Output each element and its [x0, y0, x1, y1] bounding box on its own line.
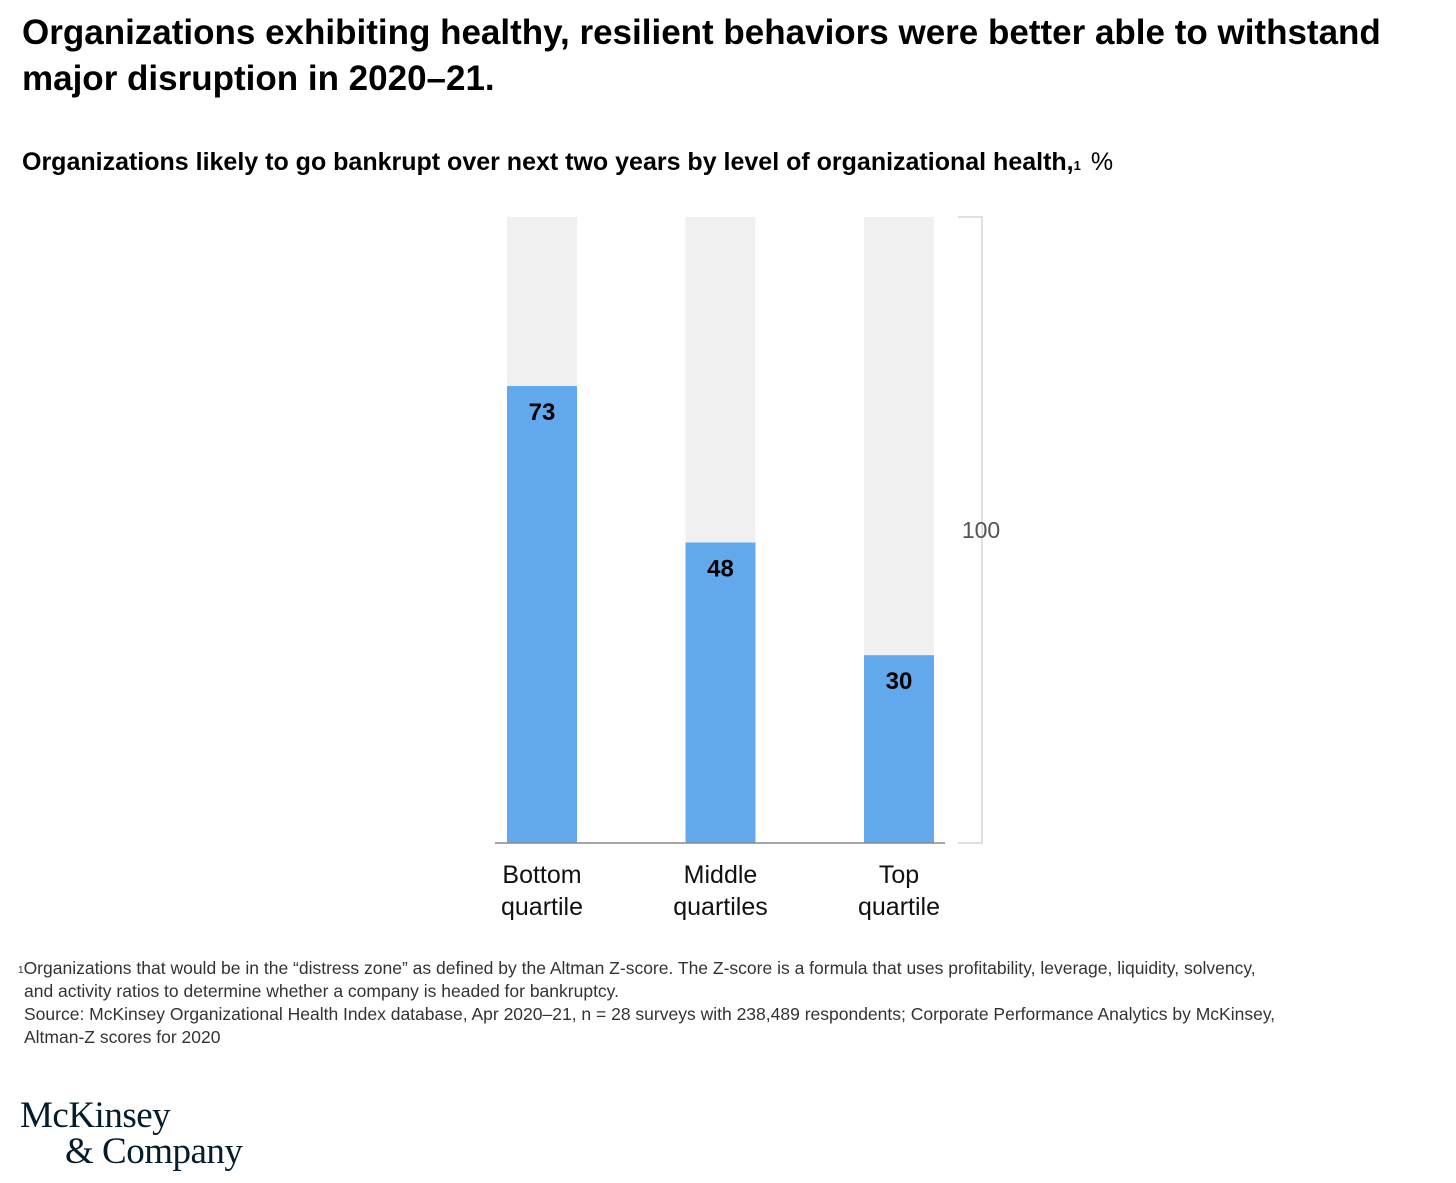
category-label-2-line-1: Middle — [684, 861, 758, 889]
category-label-1-line-2: quartile — [501, 893, 583, 921]
bar-chart: 73 Bottom quartile 48 Middle quartiles 30 Top qu… — [495, 216, 1000, 921]
category-label-3-line-2: quartile — [858, 893, 940, 921]
source-line-1: Source: McKinsey Organizational Health I… — [24, 1004, 1276, 1024]
subtitle-text: Organizations likely to go bankrupt over… — [22, 148, 1074, 176]
footnote-line-1: 1Organizations that would be in the “dis… — [18, 957, 1438, 980]
footnote-line-2: and activity ratios to determine whether… — [24, 981, 619, 1001]
category-label-2-line-2: quartiles — [673, 893, 768, 921]
chart-title: Organizations exhibiting healthy, resili… — [22, 13, 1381, 98]
footnote-text-1: Organizations that would be in the “dist… — [23, 958, 1256, 978]
data-label-1: 73 — [529, 399, 556, 426]
category-label-3-line-1: Top — [879, 861, 919, 889]
subtitle-unit: % — [1090, 148, 1114, 176]
subtitle-footnote-mark: 1 — [1073, 158, 1081, 173]
footnote: 1Organizations that would be in the “dis… — [18, 957, 1438, 1049]
chart-subtitle: Organizations likely to go bankrupt over… — [22, 140, 1442, 184]
data-label-2: 48 — [707, 556, 734, 583]
mckinsey-logo: McKinsey & Company — [20, 1095, 243, 1172]
footnote-mark: 1 — [18, 965, 24, 976]
scale-bracket — [958, 216, 983, 844]
scale-label: 100 — [962, 517, 1000, 543]
source-line-2: Altman-Z scores for 2020 — [24, 1027, 221, 1047]
logo-line-2: & Company — [65, 1131, 243, 1172]
bar-2 — [685, 542, 756, 843]
bar-1 — [507, 386, 577, 843]
bar-3 — [864, 655, 934, 843]
data-label-3: 30 — [886, 668, 913, 695]
category-label-1-line-1: Bottom — [502, 861, 581, 889]
logo-line-1: McKinsey — [20, 1095, 171, 1136]
